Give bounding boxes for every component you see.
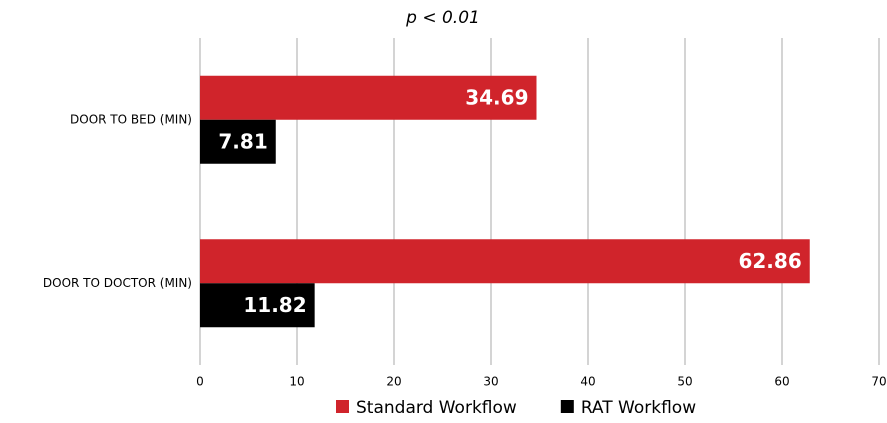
x-tick-label: 50 — [677, 375, 692, 389]
legend-swatch — [336, 400, 349, 413]
chart-title: p < 0.01 — [405, 8, 480, 28]
value-label: 11.82 — [243, 293, 306, 317]
y-tick-label: DOOR TO DOCTOR (MIN) — [43, 276, 192, 290]
legend-swatch — [560, 400, 574, 413]
x-tick-label: 30 — [483, 375, 498, 389]
bar — [200, 283, 315, 328]
value-label: 34.69 — [465, 85, 528, 109]
bar — [200, 75, 537, 120]
bar — [200, 239, 810, 284]
legend-label: Standard Workflow — [356, 398, 517, 418]
y-tick-label: DOOR TO BED (MIN) — [70, 112, 192, 126]
value-label: 62.86 — [738, 249, 801, 273]
x-tick-label: 10 — [289, 375, 304, 389]
legend-label: RAT Workflow — [581, 398, 696, 418]
x-tick-label: 40 — [580, 375, 595, 389]
x-tick-label: 60 — [774, 375, 789, 389]
x-tick-label: 70 — [871, 375, 886, 389]
bar — [200, 119, 276, 164]
value-label: 7.81 — [218, 129, 267, 153]
x-tick-label: 20 — [386, 375, 401, 389]
x-tick-label: 0 — [196, 375, 204, 389]
